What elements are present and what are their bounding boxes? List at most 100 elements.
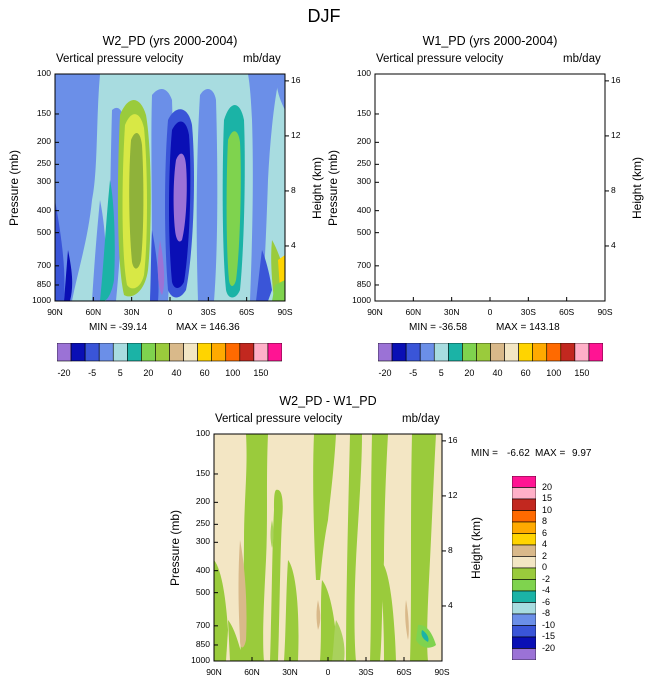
colorbar-swatch <box>57 343 72 362</box>
panel-right-ytick-label: 100 <box>356 68 371 78</box>
colorbar-diff-label: 8 <box>542 516 548 526</box>
panel-diff-ytick-label: 200 <box>195 496 210 507</box>
colorbar-swatch <box>462 343 477 362</box>
colorbar-swatch <box>225 343 241 362</box>
panel-diff-units: mb/day <box>402 413 440 425</box>
colorbar-swatch <box>419 343 435 362</box>
panel-diff-title: W2_PD - W1_PD <box>279 394 377 408</box>
colorbar-label: 5 <box>438 368 444 378</box>
colorbar-diff-label: -8 <box>542 608 551 618</box>
colorbar-diff-label: 4 <box>542 539 548 549</box>
colorbar-swatch <box>211 343 227 362</box>
colorbar-diff-swatch <box>512 533 536 546</box>
colorbar-diff-label: -2 <box>542 573 551 584</box>
panel-right-xtick-label: 30N <box>443 307 460 317</box>
colorbar-swatch <box>141 343 156 362</box>
colorbar-diff <box>512 476 536 660</box>
panel-left-ytick-label: 100 <box>36 68 51 78</box>
panel-diff-y2tick-label: 8 <box>448 544 453 555</box>
colorbar-diff-swatch <box>512 567 536 580</box>
panel-left-xtick-label: 60S <box>239 307 255 317</box>
colorbar-label: 20 <box>464 368 475 378</box>
panel-left-subtitle: Vertical pressure velocity <box>56 53 184 65</box>
panel-diff-max-label: MAX = <box>535 448 566 459</box>
panel-right-y2tick-label: 16 <box>611 74 621 85</box>
colorbar-diff-swatch <box>512 556 536 569</box>
colorbar-diff-label: 15 <box>542 493 553 503</box>
panel-left-ytick-label: 200 <box>36 136 51 147</box>
colorbar-swatch <box>378 343 393 362</box>
panel-left-y2tick-label: 4 <box>291 239 296 250</box>
panel-left-xtick-label: 60N <box>85 307 102 317</box>
panel-left-max: MAX = 146.36 <box>176 322 240 333</box>
panel-left-y2tick-label: 12 <box>291 129 301 140</box>
colorbar-diff-label: -20 <box>542 642 556 653</box>
panel-right-xtick-label: 90N <box>367 307 383 317</box>
colorbar-diff-swatch <box>512 579 536 592</box>
colorbar-swatch <box>490 343 505 362</box>
panel-diff-ytick-label: 1000 <box>191 655 210 665</box>
panel-right-ytick-label: 250 <box>356 158 371 169</box>
panel-diff-max-value: 9.97 <box>572 448 592 459</box>
panel-right-subtitle: Vertical pressure velocity <box>376 53 504 65</box>
colorbar-swatch <box>155 343 170 362</box>
panel-right-xtick-label: 0 <box>487 307 493 317</box>
colorbar-swatch <box>169 343 184 362</box>
panel-diff-xtick-label: 0 <box>325 667 331 677</box>
colorbar-swatch <box>560 343 576 362</box>
colorbar-swatch <box>391 343 407 362</box>
colorbar-swatch <box>183 343 198 362</box>
panel-right-y2tick-label: 8 <box>611 184 616 195</box>
colorbar-swatch <box>267 343 282 362</box>
colorbar-swatch <box>504 343 519 362</box>
panel-left-xtick-label: 90N <box>47 307 63 317</box>
panel-left-ytick-label: 300 <box>36 176 51 187</box>
panel-diff-xtick-label: 30S <box>358 667 374 677</box>
colorbar-swatch <box>253 343 269 362</box>
panel-diff-ytick-label: 300 <box>195 536 210 547</box>
panel-right-ytick-label: 850 <box>356 278 371 289</box>
panel-left-y2tick-label: 8 <box>291 184 296 195</box>
panel-diff-min-value: -6.62 <box>507 448 530 459</box>
panel-diff-xtick-label: 60S <box>396 667 412 677</box>
colorbar-swatch <box>476 343 491 362</box>
panel-left-xtick-label: 30S <box>200 307 216 317</box>
panel-right-units: mb/day <box>563 53 601 65</box>
panel-right-xtick-label: 90S <box>597 307 613 317</box>
panel-right-ytick-label: 1000 <box>352 295 371 305</box>
panel-right-ytick-label: 200 <box>356 136 371 147</box>
colorbar-label: 150 <box>253 368 269 378</box>
panel-diff-xtick-label: 90N <box>206 667 222 677</box>
panel-right-y2tick-label: 4 <box>611 239 616 250</box>
panel-right-title: W1_PD (yrs 2000-2004) <box>422 34 558 48</box>
colorbar-diff-swatch <box>512 636 536 649</box>
colorbar-label: 20 <box>143 368 154 378</box>
panel-left-ytick-label: 400 <box>36 204 51 215</box>
colorbar-label: -5 <box>88 368 97 378</box>
panel-left-units: mb/day <box>243 53 281 65</box>
panel-left-y2tick-label: 16 <box>291 74 301 85</box>
panel-left-ytick-label: 250 <box>36 158 51 169</box>
panel-diff-y2tick-label: 12 <box>448 489 458 500</box>
colorbar-diff-label: 2 <box>542 550 548 561</box>
colorbar-swatch <box>98 343 114 362</box>
colorbar-swatch <box>127 343 142 362</box>
colorbar-diff-label: 20 <box>542 481 553 492</box>
colorbar-swatch <box>448 343 463 362</box>
panel-left-xtick-label: 90S <box>277 307 293 317</box>
panel-right-xtick-label: 60N <box>405 307 422 317</box>
panel-left-title: W2_PD (yrs 2000-2004) <box>102 34 238 48</box>
colorbar-label: 60 <box>520 368 531 378</box>
panel-left-ytick-label: 850 <box>36 278 51 289</box>
colorbar-swatch <box>546 343 562 362</box>
panel-diff-xtick-label: 90S <box>434 667 450 677</box>
panel-diff-ytick-label: 150 <box>195 467 210 478</box>
colorbar-swatch <box>405 343 421 362</box>
panel-left-ytick-label: 1000 <box>32 295 51 305</box>
colorbar-label: -5 <box>409 368 418 378</box>
colorbar-label: 100 <box>225 368 241 378</box>
panel-diff-xtick-label: 60N <box>244 667 260 677</box>
colorbar-label: 40 <box>171 368 182 378</box>
colorbar-diff-swatch <box>512 476 536 488</box>
panel-left-contours <box>55 74 285 301</box>
